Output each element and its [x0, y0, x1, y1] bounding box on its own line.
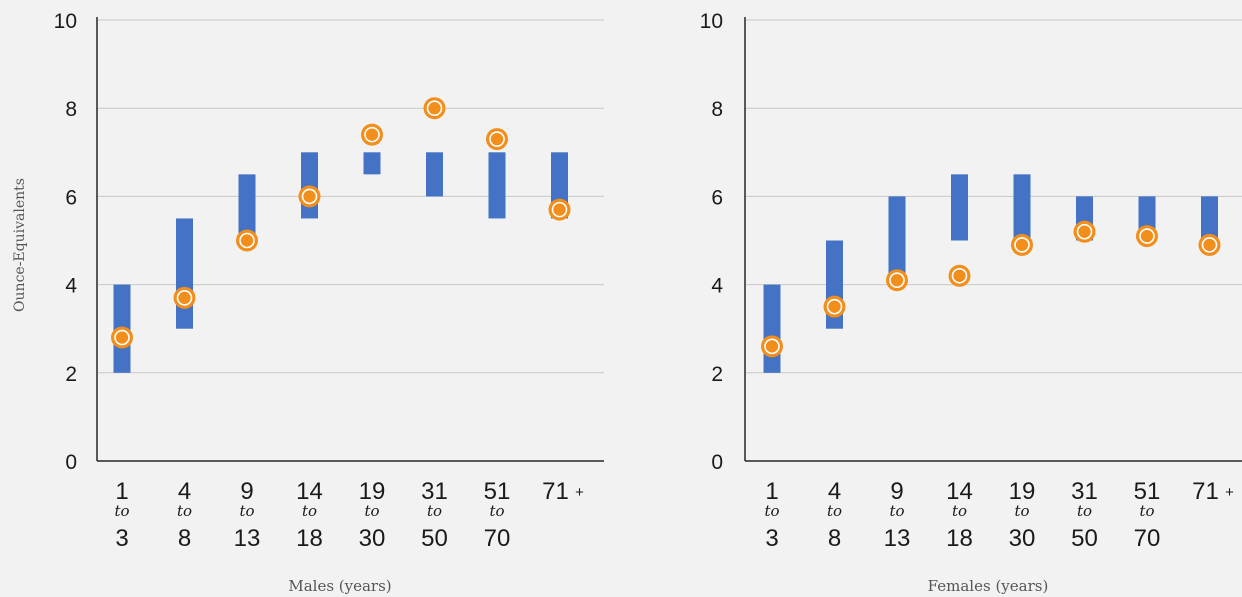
range-bar — [1201, 196, 1218, 241]
range-bar — [888, 196, 906, 285]
category-label-start: 1 — [765, 478, 778, 505]
category-label-plus: + — [575, 484, 584, 501]
category-label-end: 18 — [296, 525, 323, 552]
category-label-to: to — [427, 502, 442, 520]
y-tick-label: 10 — [700, 10, 723, 33]
data-point-marker-ring — [551, 201, 568, 218]
data-point-marker-ring — [301, 188, 318, 205]
data-point-marker-ring — [1139, 228, 1155, 244]
category-label-start: 51 — [484, 478, 511, 505]
category-label-end: 30 — [359, 525, 386, 552]
category-label-start: 4 — [178, 478, 191, 505]
x-axis-label: Females (years) — [928, 577, 1049, 595]
y-tick-label: 2 — [711, 363, 723, 386]
data-point-marker-ring — [764, 338, 780, 355]
category-label-start: 19 — [359, 478, 386, 505]
y-tick-label: 0 — [65, 451, 77, 474]
category-label-start: 71 — [542, 478, 569, 505]
data-point-marker-ring — [489, 131, 505, 147]
data-point-marker-ring — [1201, 237, 1218, 253]
category-label-start: 9 — [890, 478, 903, 505]
category-label-to: to — [114, 502, 129, 520]
data-point-marker-ring — [1014, 237, 1030, 253]
category-label-end: 70 — [1134, 525, 1161, 552]
category-label-end: 50 — [421, 525, 448, 552]
category-label-to: to — [1077, 502, 1092, 520]
range-bar — [426, 152, 443, 197]
range-bar — [1013, 174, 1031, 241]
females-chart-panel: 02468101to34to89to1314to1819to3031to5051… — [700, 10, 1242, 595]
category-label-end: 8 — [828, 525, 841, 552]
category-label-plus: + — [1225, 484, 1234, 501]
category-label-end: 3 — [765, 525, 778, 552]
category-label-start: 71 — [1192, 478, 1219, 505]
y-tick-label: 8 — [65, 98, 77, 121]
category-label-start: 51 — [1134, 478, 1161, 505]
range-bar — [238, 174, 256, 241]
category-label-to: to — [889, 502, 904, 520]
category-label-start: 19 — [1009, 478, 1036, 505]
category-label-to: to — [302, 502, 317, 520]
category-label-to: to — [952, 502, 967, 520]
category-label-end: 8 — [178, 525, 191, 552]
data-point-marker-ring — [114, 329, 130, 346]
category-label-end: 70 — [484, 525, 511, 552]
y-tick-label: 10 — [54, 10, 77, 33]
category-label-end: 50 — [1071, 525, 1098, 552]
category-label-to: to — [364, 502, 379, 520]
data-point-marker-ring — [1076, 223, 1093, 240]
category-label-to: to — [1014, 502, 1029, 520]
category-label-start: 9 — [240, 478, 253, 505]
data-point-marker-ring — [826, 298, 843, 315]
y-tick-label: 8 — [711, 98, 723, 121]
category-label-start: 14 — [296, 478, 323, 505]
data-point-marker-ring — [239, 232, 255, 249]
y-tick-label: 4 — [65, 275, 77, 298]
category-label-end: 18 — [946, 525, 973, 552]
range-bar — [488, 152, 506, 219]
range-bar — [951, 174, 968, 241]
y-tick-label: 4 — [711, 275, 723, 298]
range-bar — [363, 152, 381, 175]
range-bar — [176, 218, 193, 329]
x-axis-label: Males (years) — [288, 577, 391, 595]
males-chart-panel: 02468101to34to89to1314to1819to3031to5051… — [54, 10, 604, 595]
y-tick-label: 6 — [711, 186, 723, 209]
data-point-marker-ring — [176, 290, 193, 306]
category-label-start: 31 — [1071, 478, 1098, 505]
category-label-end: 13 — [234, 525, 261, 552]
category-label-start: 31 — [421, 478, 448, 505]
category-label-to: to — [827, 502, 842, 520]
category-label-to: to — [177, 502, 192, 520]
y-tick-label: 0 — [711, 451, 723, 474]
range-bar — [763, 284, 781, 373]
category-label-end: 3 — [115, 525, 128, 552]
category-label-start: 1 — [115, 478, 128, 505]
y-tick-label: 6 — [65, 186, 77, 209]
category-label-start: 14 — [946, 478, 973, 505]
category-label-to: to — [764, 502, 779, 520]
category-label-to: to — [239, 502, 254, 520]
category-label-to: to — [489, 502, 504, 520]
y-tick-label: 2 — [65, 363, 77, 386]
data-point-marker-ring — [951, 267, 968, 284]
y-axis-label: Ounce-Equivalents — [12, 178, 28, 312]
category-label-to: to — [1139, 502, 1154, 520]
data-point-marker-ring — [426, 100, 443, 116]
data-point-marker-ring — [889, 272, 905, 288]
data-point-marker-ring — [364, 126, 380, 143]
range-bar — [301, 152, 318, 219]
category-label-start: 4 — [828, 478, 841, 505]
category-label-end: 13 — [884, 525, 911, 552]
category-label-end: 30 — [1009, 525, 1036, 552]
